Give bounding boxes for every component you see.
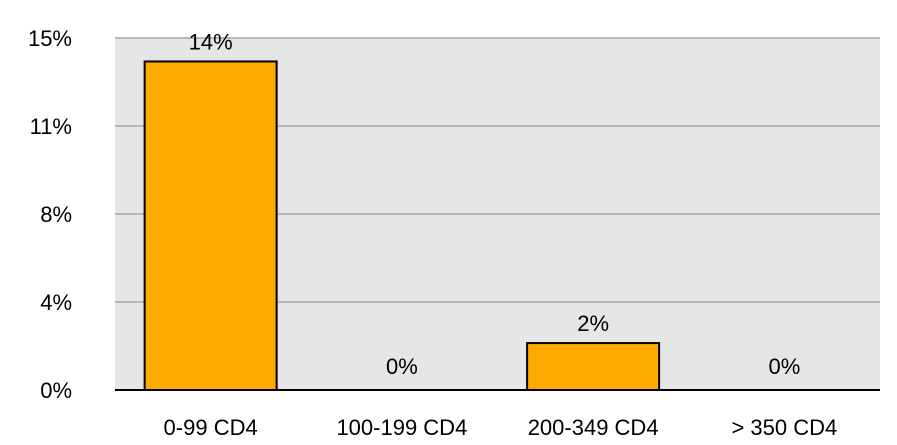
x-tick-label: 0-99 CD4 [164,415,258,440]
bar [143,60,278,391]
x-tick-label: > 350 CD4 [731,415,837,440]
data-label: 2% [577,311,609,336]
x-tick-label: 100-199 CD4 [336,415,467,440]
x-tick-label: 200-349 CD4 [528,415,659,440]
y-axis-tick-labels: 0% 4% 8% 11% 15% [28,26,72,403]
data-label: 0% [768,354,800,379]
y-tick-label: 15% [28,26,72,51]
y-tick-label: 11% [30,114,72,139]
y-tick-label: 0% [40,378,72,403]
bar [526,342,661,392]
data-labels: 14% 0% 2% 0% [189,29,801,379]
data-label: 0% [386,354,418,379]
y-tick-label: 4% [40,290,72,315]
x-axis-tick-labels: 0-99 CD4 100-199 CD4 200-349 CD4 > 350 CD4 [164,415,838,440]
y-tick-label: 8% [40,202,72,227]
data-label: 14% [189,29,233,54]
